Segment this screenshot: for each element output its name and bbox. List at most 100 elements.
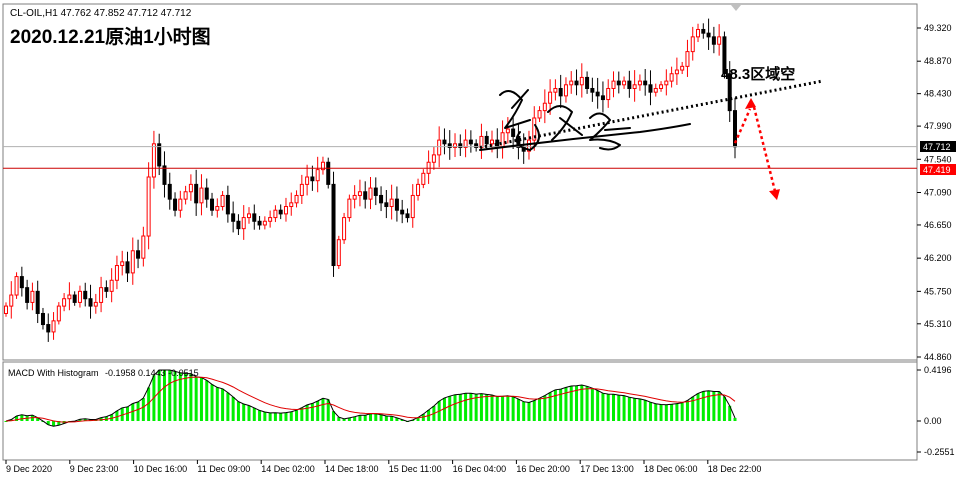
macd-histogram-bar bbox=[421, 414, 425, 421]
candle-body bbox=[210, 198, 215, 211]
macd-histogram-bar bbox=[242, 403, 246, 421]
candle-body bbox=[706, 32, 711, 38]
macd-histogram-bar bbox=[162, 370, 166, 421]
candle-body bbox=[548, 91, 553, 104]
macd-histogram-bar bbox=[273, 412, 277, 421]
macd-histogram-bar bbox=[712, 391, 716, 421]
macd-histogram-bar bbox=[268, 412, 272, 421]
candle-body bbox=[62, 298, 67, 307]
candle-body bbox=[384, 202, 389, 208]
price-panel[interactable] bbox=[2, 3, 918, 361]
last-price-text: 47.712 bbox=[923, 142, 951, 152]
macd-histogram-bar bbox=[617, 395, 621, 421]
macd-histogram-bar bbox=[596, 390, 600, 421]
macd-histogram-bar bbox=[353, 416, 357, 421]
candle-body bbox=[130, 250, 135, 274]
macd-histogram-bar bbox=[501, 396, 505, 421]
macd-histogram-bar bbox=[347, 417, 351, 421]
chart-headline: 2020.12.21原油1小时图 bbox=[10, 26, 211, 48]
macd-histogram-bar bbox=[199, 377, 203, 421]
macd-histogram-bar bbox=[247, 405, 251, 421]
time-tick-label: 18 Dec 06:00 bbox=[644, 464, 698, 474]
macd-histogram-bar bbox=[279, 413, 283, 421]
macd-histogram-bar bbox=[585, 386, 589, 421]
candle-body bbox=[442, 139, 447, 145]
candle-body bbox=[215, 206, 220, 211]
macd-histogram-bar bbox=[643, 400, 647, 421]
candle-body bbox=[9, 294, 14, 307]
macd-histogram-bar bbox=[564, 387, 568, 421]
price-tick-label: 46.650 bbox=[924, 220, 952, 230]
candle-body bbox=[283, 206, 288, 215]
macd-histogram-bar bbox=[453, 394, 457, 421]
candle-body bbox=[178, 198, 183, 211]
candle-body bbox=[727, 73, 732, 112]
macd-histogram-bar bbox=[458, 394, 462, 421]
price-tick-label: 44.860 bbox=[924, 352, 952, 362]
candle-body bbox=[685, 51, 690, 67]
candle-body bbox=[225, 194, 230, 215]
candle-body bbox=[579, 76, 584, 86]
candle-body bbox=[25, 287, 30, 303]
candle-body bbox=[484, 135, 489, 145]
macd-histogram-bar bbox=[321, 398, 325, 421]
macd-histogram-bar bbox=[236, 401, 240, 421]
candle-body bbox=[416, 183, 421, 196]
candle-body bbox=[173, 198, 178, 211]
candle-body bbox=[379, 194, 384, 204]
candle-body bbox=[326, 161, 331, 185]
shift-marker-icon[interactable] bbox=[731, 5, 741, 11]
candle-body bbox=[632, 84, 637, 89]
macd-histogram-bar bbox=[516, 399, 520, 421]
candle-body bbox=[4, 305, 8, 314]
candle-body bbox=[40, 312, 45, 326]
macd-histogram-bar bbox=[173, 371, 177, 421]
candle-body bbox=[405, 213, 410, 219]
macd-histogram-bar bbox=[258, 410, 262, 421]
macd-histogram-bar bbox=[469, 393, 473, 421]
overlays bbox=[3, 79, 917, 201]
macd-histogram-bar bbox=[326, 399, 330, 421]
candle-body bbox=[30, 290, 35, 303]
candle-body bbox=[674, 69, 679, 75]
macd-histogram-bar bbox=[263, 412, 267, 421]
resistance-trendline bbox=[479, 79, 823, 149]
candle-body bbox=[278, 209, 283, 215]
candle-body bbox=[231, 213, 236, 222]
candle-body bbox=[125, 261, 130, 274]
macd-histogram-bar bbox=[559, 389, 563, 421]
candle-body bbox=[56, 305, 61, 322]
candle-body bbox=[252, 213, 257, 222]
macd-histogram-bar bbox=[612, 394, 615, 421]
macd-histogram-bar bbox=[532, 400, 536, 421]
arrow-down-head-icon bbox=[769, 189, 780, 201]
candle-body bbox=[669, 73, 674, 82]
candle-body bbox=[194, 183, 199, 204]
candle-body bbox=[368, 187, 373, 200]
macd-histogram-bar bbox=[189, 373, 193, 421]
macd-histogram-bar bbox=[178, 372, 182, 421]
candle-body bbox=[183, 191, 188, 200]
candle-body bbox=[35, 290, 40, 314]
symbol-info: CL-OIL,H1 47.762 47.852 47.712 47.712 bbox=[10, 8, 192, 19]
time-tick-label: 17 Dec 13:00 bbox=[580, 464, 634, 474]
macd-tick-label: 0.4196 bbox=[924, 365, 952, 375]
candle-body bbox=[373, 187, 378, 196]
macd-histogram-bar bbox=[648, 402, 652, 421]
last-price-tag bbox=[920, 141, 956, 152]
candle-body bbox=[104, 287, 109, 292]
candle-body bbox=[400, 209, 405, 215]
time-tick-label: 14 Dec 02:00 bbox=[261, 464, 315, 474]
macd-histogram-bar bbox=[46, 420, 50, 425]
time-tick-label: 11 Dec 09:00 bbox=[197, 464, 250, 474]
macd-histogram-bar bbox=[527, 402, 531, 421]
macd-histogram-bar bbox=[126, 406, 129, 421]
candle-body bbox=[622, 80, 627, 86]
bid-price-text: 47.419 bbox=[923, 165, 951, 175]
candle-body bbox=[352, 194, 357, 200]
candle-body bbox=[611, 80, 616, 89]
macd-histogram-bar bbox=[289, 411, 293, 421]
macd-histogram-bar bbox=[691, 396, 695, 421]
macd-histogram-bar bbox=[136, 401, 140, 421]
macd-histogram-bar bbox=[638, 398, 642, 421]
